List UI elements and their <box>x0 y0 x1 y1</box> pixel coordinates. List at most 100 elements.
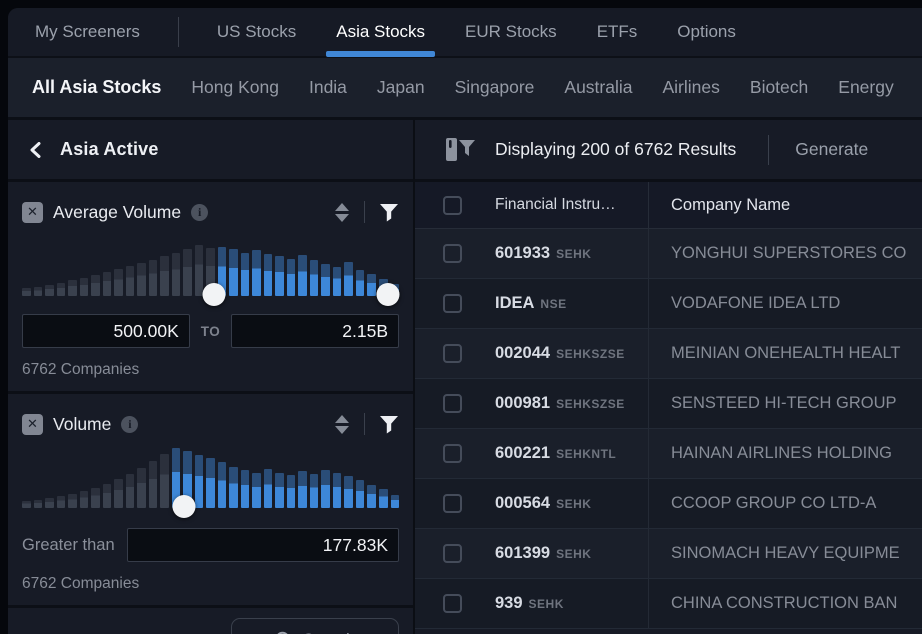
histogram-bar <box>137 468 146 508</box>
min-value-input[interactable] <box>22 314 190 348</box>
ticker-symbol[interactable]: 000564 <box>495 494 551 512</box>
filter-card-volume: ✕ Volume i <box>8 394 413 608</box>
histogram-bar <box>252 250 261 296</box>
table-row[interactable]: 000981 SEHKSZSE SENSTEED HI-TECH GROUP <box>415 379 922 429</box>
companies-count: 6762 Companies <box>22 361 140 378</box>
select-all-checkbox[interactable] <box>443 195 462 215</box>
subtab-airlines[interactable]: Airlines <box>662 77 720 97</box>
histogram-bars <box>22 446 400 508</box>
table-body: 601933 SEHK YONGHUI SUPERSTORES CO IDEA NSE V… <box>415 229 922 629</box>
checkbox-cell <box>415 394 485 413</box>
checkbox-cell <box>415 244 485 263</box>
to-label: TO <box>200 323 221 339</box>
add-factors-label[interactable]: Add Factors <box>24 632 116 634</box>
histogram-bar <box>298 471 307 508</box>
histogram-bar <box>56 282 66 296</box>
row-checkbox[interactable] <box>443 344 462 363</box>
ticker-symbol[interactable]: 000981 <box>495 394 551 412</box>
ticker-symbol[interactable]: 601399 <box>495 544 551 562</box>
table-row[interactable]: 002044 SEHKSZSE MEINIAN ONEHEALTH HEALT <box>415 329 922 379</box>
slider-handle[interactable] <box>202 283 226 306</box>
histogram-bar <box>229 466 238 508</box>
slider-handle[interactable] <box>376 283 400 306</box>
volume-range-slider[interactable] <box>22 446 400 518</box>
condition-label: Greater than <box>22 535 115 554</box>
remove-filter-icon[interactable]: ✕ <box>22 413 43 435</box>
subtab-energy[interactable]: Energy <box>838 77 894 97</box>
sort-icon[interactable] <box>334 202 350 222</box>
exchange-code: SEHK <box>528 597 564 611</box>
sort-icon[interactable] <box>334 414 350 434</box>
average-volume-range-slider[interactable] <box>22 234 400 306</box>
row-checkbox[interactable] <box>443 444 462 463</box>
search-button-label: Search <box>303 631 355 634</box>
histogram-bar <box>56 496 66 508</box>
histogram-bar <box>344 262 353 296</box>
histogram-bar <box>217 246 227 296</box>
screener-filter-icon <box>446 138 475 161</box>
row-checkbox[interactable] <box>443 244 462 263</box>
tab-asia-stocks[interactable]: Asia Stocks <box>326 8 435 57</box>
table-row[interactable]: 601933 SEHK YONGHUI SUPERSTORES CO <box>415 229 922 279</box>
subtab-biotech[interactable]: Biotech <box>749 77 809 97</box>
filter-funnel-icon[interactable] <box>379 415 399 434</box>
tab-options[interactable]: Options <box>677 22 736 41</box>
histogram-bar <box>217 462 227 508</box>
ticker-symbol[interactable]: 600221 <box>495 444 551 462</box>
histogram-bar <box>332 267 342 296</box>
filter-card-average-volume: ✕ Average Volume i <box>8 182 413 394</box>
exchange-code: SEHK <box>556 497 592 511</box>
table-row[interactable]: 000564 SEHK CCOOP GROUP CO LTD-A <box>415 479 922 529</box>
ticker-symbol[interactable]: 002044 <box>495 344 551 362</box>
histogram-bar <box>252 472 261 508</box>
histogram-bar <box>321 470 330 508</box>
tab-eur-stocks[interactable]: EUR Stocks <box>465 22 557 41</box>
column-company-name[interactable]: Company Name <box>648 182 922 228</box>
ticker-symbol[interactable]: 939 <box>495 594 523 612</box>
generate-button[interactable]: Generate <box>795 139 869 159</box>
ticker-symbol[interactable]: IDEA <box>495 294 535 312</box>
subtab-all-asia-stocks[interactable]: All Asia Stocks <box>32 77 162 97</box>
max-value-input[interactable] <box>231 314 400 348</box>
remove-filter-icon[interactable]: ✕ <box>22 201 43 223</box>
tab-us-stocks[interactable]: US Stocks <box>216 22 297 41</box>
subtab-singapore[interactable]: Singapore <box>454 77 535 97</box>
histogram-bar <box>114 269 123 296</box>
histogram-bar <box>45 285 54 296</box>
row-checkbox[interactable] <box>443 394 462 413</box>
back-chevron-icon[interactable] <box>28 141 44 158</box>
subtab-india[interactable]: India <box>308 77 347 97</box>
row-checkbox[interactable] <box>443 294 462 313</box>
greater-than-input[interactable] <box>126 528 399 562</box>
row-checkbox[interactable] <box>443 594 462 613</box>
tab-etfs[interactable]: ETFs <box>596 22 638 41</box>
search-button[interactable]: Search <box>231 618 399 634</box>
histogram-bar <box>125 266 135 296</box>
info-icon[interactable]: i <box>121 415 139 433</box>
histogram-bar <box>229 249 238 296</box>
subtab-japan[interactable]: Japan <box>376 77 425 97</box>
exchange-code: SEHK <box>556 547 592 561</box>
filter-funnel-icon[interactable] <box>379 203 399 222</box>
table-row[interactable]: 939 SEHK CHINA CONSTRUCTION BAN <box>415 579 922 629</box>
row-checkbox[interactable] <box>443 544 462 563</box>
histogram-bar <box>206 248 215 296</box>
table-row[interactable]: IDEA NSE VODAFONE IDEA LTD <box>415 279 922 329</box>
ticker-symbol[interactable]: 601933 <box>495 244 551 262</box>
financial-instrument-cell: 939 SEHK <box>485 594 648 613</box>
tab-my-screeners[interactable]: My Screeners <box>35 22 140 41</box>
slider-handle[interactable] <box>172 495 196 518</box>
column-financial-instrument[interactable]: Financial Instru… <box>495 196 616 213</box>
subtab-australia[interactable]: Australia <box>564 77 633 97</box>
info-icon[interactable]: i <box>191 203 209 221</box>
histogram-bar <box>194 245 204 296</box>
table-row[interactable]: 600221 SEHKNTL HAINAN AIRLINES HOLDING <box>415 429 922 479</box>
checkbox-cell <box>415 594 485 613</box>
row-checkbox[interactable] <box>443 494 462 513</box>
subtab-hong-kong[interactable]: Hong Kong <box>191 77 279 97</box>
histogram-bar <box>321 263 330 296</box>
table-row[interactable]: 601399 SEHK SINOMACH HEAVY EQUIPME <box>415 529 922 579</box>
histogram-bar <box>102 272 112 296</box>
histogram-bar <box>183 249 192 296</box>
screen-title: Asia Active <box>60 139 159 159</box>
